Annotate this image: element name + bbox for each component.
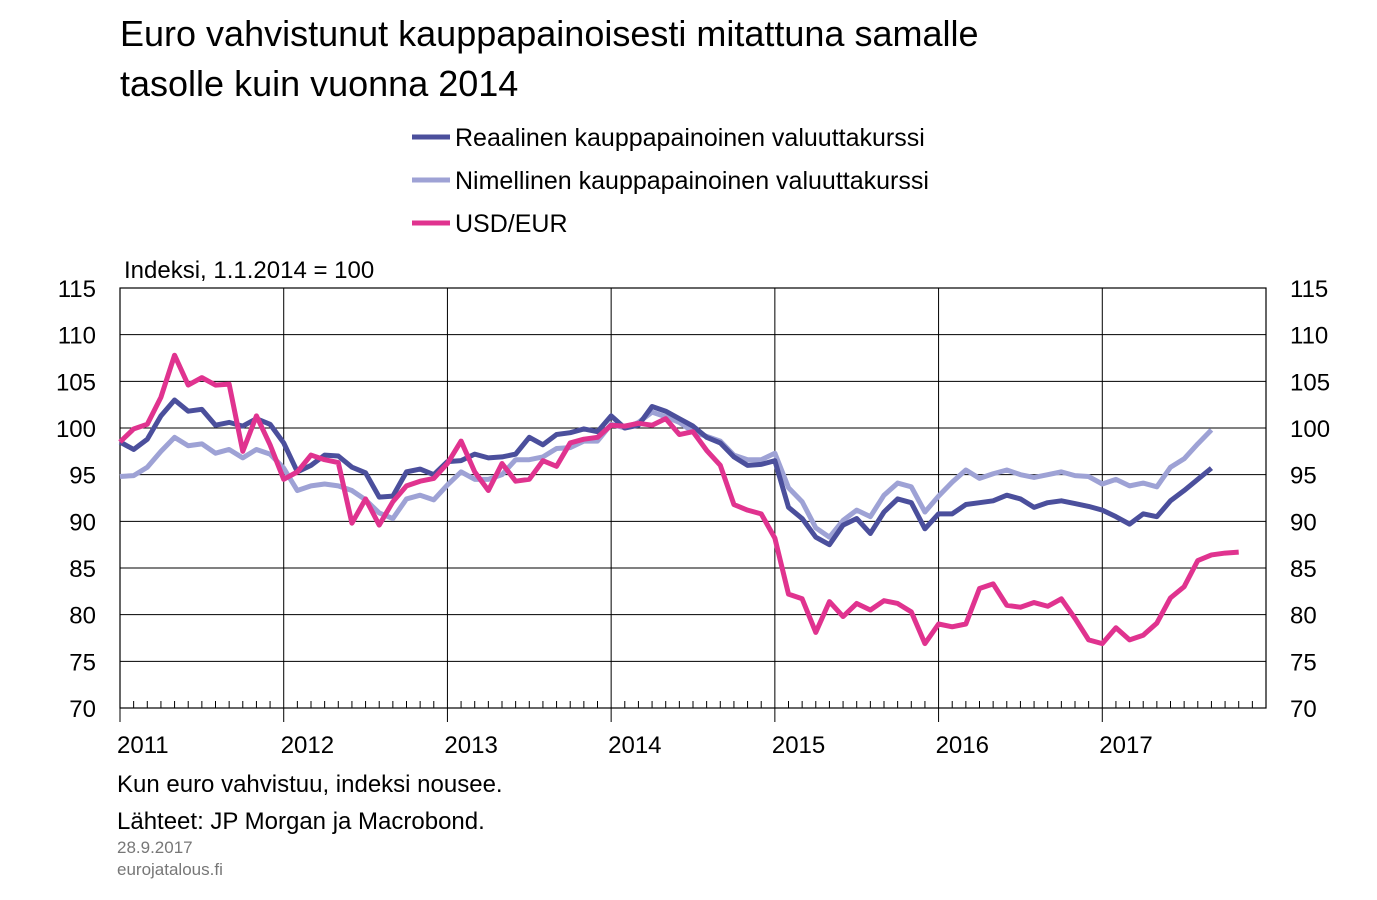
y2-tick-label: 100 [1290, 416, 1330, 443]
y-tick-label: 95 [69, 463, 96, 490]
y2-tick-label: 110 [1290, 323, 1328, 350]
y-tick-label: 85 [69, 556, 96, 583]
x-tick-label: 2016 [936, 732, 989, 759]
y2-tick-label: 80 [1290, 603, 1317, 630]
chart-title: Euro vahvistunut kauppapainoisesti mitat… [120, 13, 979, 54]
y-tick-label: 115 [58, 276, 96, 303]
y2-tick-label: 115 [1290, 276, 1328, 303]
site: eurojatalous.fi [117, 860, 223, 879]
x-tick-label: 2014 [608, 732, 661, 759]
legend-label: Nimellinen kauppapainoinen valuuttakurss… [455, 167, 929, 195]
y2-tick-label: 90 [1290, 509, 1317, 536]
x-tick-label: 2011 [117, 732, 169, 759]
legend-label: USD/EUR [455, 210, 568, 238]
y2-tick-label: 105 [1290, 369, 1330, 396]
x-tick-label: 2013 [444, 732, 497, 759]
y-tick-label: 110 [58, 323, 96, 350]
y2-tick-label: 95 [1290, 463, 1317, 490]
y-tick-label: 105 [56, 369, 96, 396]
plot-frame [119, 287, 1267, 709]
y-tick-label: 80 [69, 603, 96, 630]
x-tick-label: 2012 [281, 732, 334, 759]
x-tick-label: 2015 [772, 732, 825, 759]
x-tick-label: 2017 [1099, 732, 1152, 759]
y-tick-label: 90 [69, 509, 96, 536]
series-line [118, 352, 1239, 647]
chart-title: tasolle kuin vuonna 2014 [120, 63, 518, 104]
y-axis-label: Indeksi, 1.1.2014 = 100 [124, 257, 374, 284]
y-tick-label: 70 [69, 696, 96, 723]
y2-tick-label: 70 [1290, 696, 1317, 723]
note: Kun euro vahvistuu, indeksi nousee. [117, 771, 503, 798]
y2-tick-label: 75 [1290, 649, 1317, 676]
source: Lähteet: JP Morgan ja Macrobond. [117, 808, 485, 835]
legend-label: Reaalinen kauppapainoinen valuuttakurssi [455, 124, 925, 152]
y-tick-label: 75 [69, 649, 96, 676]
y-tick-label: 100 [56, 416, 96, 443]
y2-tick-label: 85 [1290, 556, 1317, 583]
date: 28.9.2017 [117, 838, 193, 857]
